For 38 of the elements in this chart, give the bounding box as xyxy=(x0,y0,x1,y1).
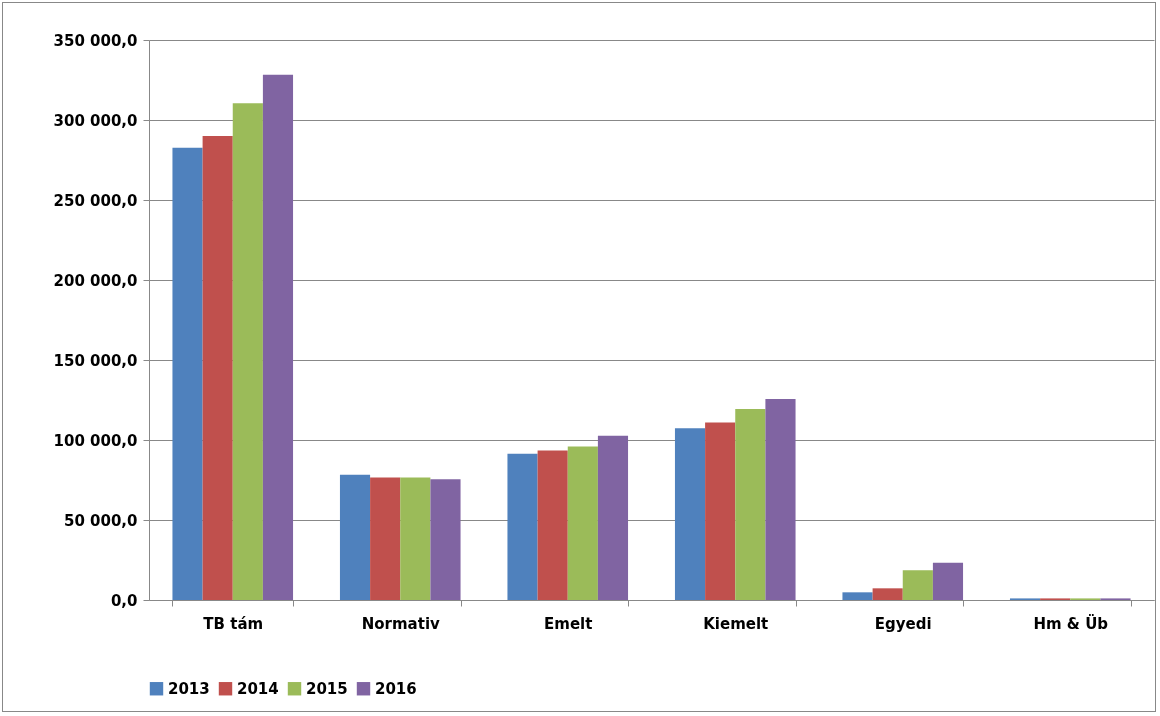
bar xyxy=(507,453,538,600)
bar xyxy=(842,592,873,600)
bar xyxy=(537,450,568,600)
x-tick-label: Kiemelt xyxy=(703,614,769,633)
y-tick-label: 250 000,0 xyxy=(53,191,138,210)
bar xyxy=(172,147,203,600)
bar xyxy=(872,588,903,600)
bar xyxy=(262,74,294,600)
bar xyxy=(902,570,933,600)
legend-label: 2016 xyxy=(375,679,417,698)
bar xyxy=(202,136,233,600)
bar xyxy=(932,562,964,600)
bar xyxy=(674,428,706,600)
bar xyxy=(339,474,371,600)
legend-label: 2015 xyxy=(306,679,348,698)
legend-label: 2014 xyxy=(237,679,279,698)
y-tick-label: 100 000,0 xyxy=(53,431,138,450)
bar xyxy=(400,477,431,600)
legend-label: 2013 xyxy=(168,679,210,698)
y-tick-label: 200 000,0 xyxy=(53,271,138,290)
x-tick-label: Hm & Üb xyxy=(1033,613,1109,633)
y-tick-label: 350 000,0 xyxy=(53,31,138,50)
y-tick-label: 300 000,0 xyxy=(53,111,138,130)
bar xyxy=(705,422,736,600)
x-tick-label: Egyedi xyxy=(874,614,932,633)
bar xyxy=(735,409,766,600)
x-tick-label: TB tám xyxy=(203,614,264,633)
bar xyxy=(232,103,263,600)
y-tick-label: 0,0 xyxy=(110,591,138,610)
bar xyxy=(370,477,401,600)
bar xyxy=(765,398,796,600)
y-tick-label: 50 000,0 xyxy=(63,511,138,530)
bar xyxy=(430,479,461,600)
x-tick-label: Emelt xyxy=(544,614,593,633)
y-tick-label: 150 000,0 xyxy=(53,351,138,370)
x-tick-label: Normativ xyxy=(361,614,441,633)
bar xyxy=(567,446,598,600)
bar xyxy=(597,435,629,600)
